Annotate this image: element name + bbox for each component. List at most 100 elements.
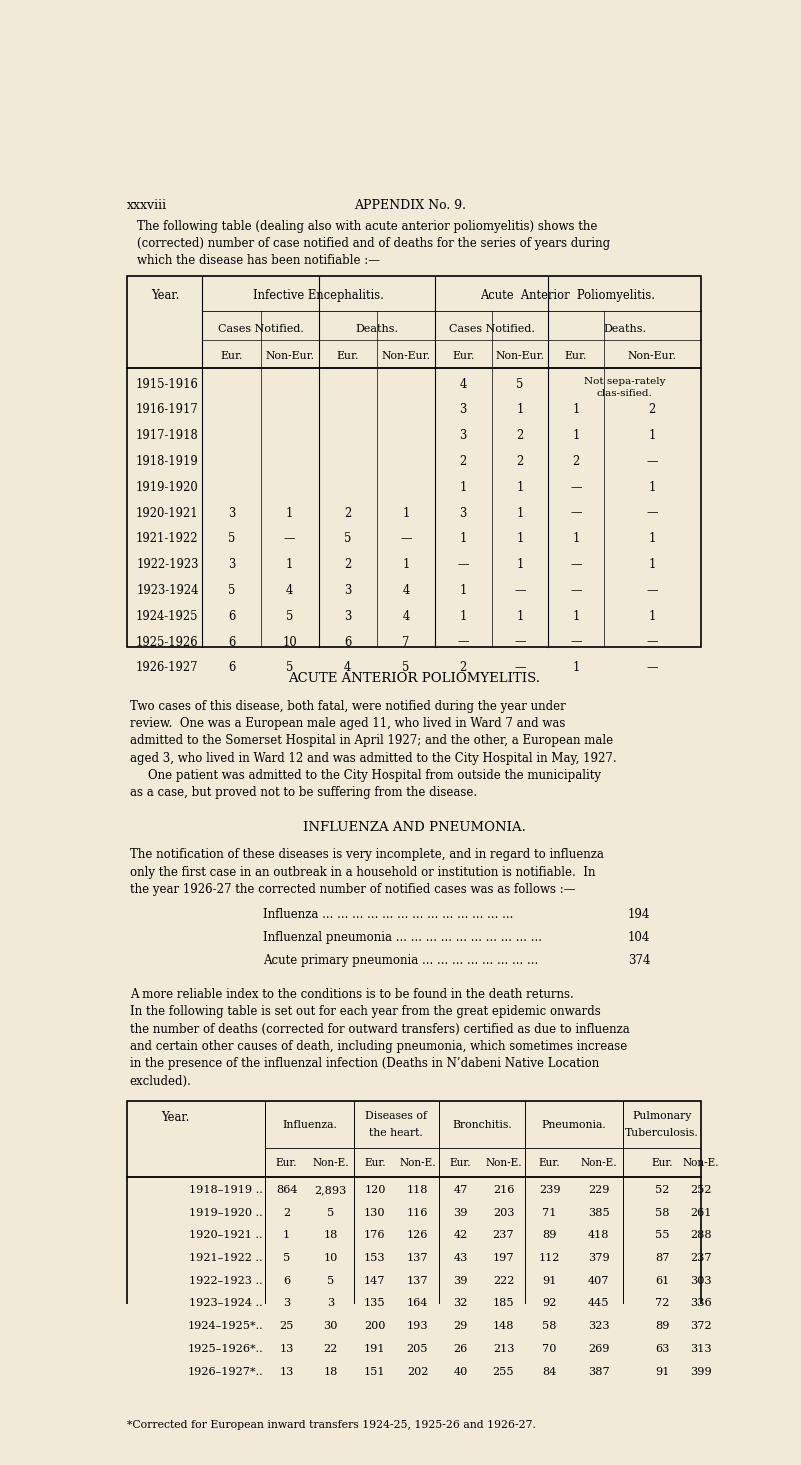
Text: INFLUENZA AND PNEUMONIA.: INFLUENZA AND PNEUMONIA. [303, 820, 525, 834]
Text: 42: 42 [453, 1231, 468, 1241]
Text: 153: 153 [364, 1253, 385, 1263]
Text: Eur.: Eur. [452, 352, 474, 360]
Text: 205: 205 [407, 1343, 429, 1354]
Text: 1916-1917: 1916-1917 [136, 403, 199, 416]
Text: Eur.: Eur. [539, 1159, 561, 1168]
Text: 43: 43 [453, 1253, 468, 1263]
Text: 1924-1925: 1924-1925 [136, 609, 199, 623]
Text: 89: 89 [542, 1231, 557, 1241]
Text: 1920–1921 ..: 1920–1921 .. [189, 1231, 263, 1241]
Text: 1915-1916: 1915-1916 [136, 378, 199, 391]
Text: 4: 4 [402, 609, 409, 623]
Text: 1921-1922: 1921-1922 [136, 532, 199, 545]
Text: 2,893: 2,893 [315, 1185, 347, 1195]
Text: 118: 118 [407, 1185, 429, 1195]
Text: 147: 147 [364, 1276, 385, 1286]
Text: Influenza.: Influenza. [282, 1119, 336, 1130]
Text: 5: 5 [327, 1207, 334, 1217]
Text: 374: 374 [628, 954, 650, 967]
Text: 222: 222 [493, 1276, 514, 1286]
Text: Non-Eur.: Non-Eur. [628, 352, 677, 360]
Text: Two cases of this disease, both fatal, were notified during the year under: Two cases of this disease, both fatal, w… [130, 700, 566, 713]
Text: 7: 7 [402, 636, 409, 649]
Text: 1: 1 [572, 532, 580, 545]
Text: —: — [570, 636, 582, 649]
Text: Year.: Year. [151, 289, 179, 302]
Text: 32: 32 [453, 1298, 468, 1308]
Text: Non-E.: Non-E. [581, 1159, 617, 1168]
Text: clas­sified.: clas­sified. [597, 390, 652, 398]
Text: 387: 387 [588, 1367, 610, 1377]
Text: 1: 1 [460, 609, 467, 623]
Text: Acute  Anterior  Poliomyelitis.: Acute Anterior Poliomyelitis. [481, 289, 655, 302]
Text: Eur.: Eur. [220, 352, 243, 360]
Text: 239: 239 [539, 1185, 561, 1195]
Text: 379: 379 [588, 1253, 610, 1263]
Text: 213: 213 [493, 1343, 514, 1354]
Text: 1919–1920 ..: 1919–1920 .. [189, 1207, 263, 1217]
Text: 323: 323 [588, 1321, 610, 1332]
Text: 120: 120 [364, 1185, 385, 1195]
Text: Infective Encephalitis.: Infective Encephalitis. [253, 289, 384, 302]
Text: 89: 89 [654, 1321, 670, 1332]
Text: 70: 70 [542, 1343, 557, 1354]
Text: —: — [457, 636, 469, 649]
Text: 1922–1923 ..: 1922–1923 .. [189, 1276, 263, 1286]
Text: 5: 5 [516, 378, 524, 391]
Text: 52: 52 [654, 1185, 669, 1195]
Text: —: — [570, 481, 582, 494]
Text: 2: 2 [516, 456, 523, 467]
Text: 2: 2 [573, 456, 580, 467]
Text: 1924–1925*..: 1924–1925*.. [187, 1321, 263, 1332]
Text: One patient was admitted to the City Hospital from outside the municipality: One patient was admitted to the City Hos… [148, 769, 602, 782]
Text: 130: 130 [364, 1207, 385, 1217]
Text: Non-E.: Non-E. [485, 1159, 521, 1168]
Text: In the following table is set out for each year from the great epidemic onwards: In the following table is set out for ea… [130, 1005, 600, 1018]
Text: 261: 261 [690, 1207, 711, 1217]
Text: Eur.: Eur. [449, 1159, 471, 1168]
Text: Pulmonary: Pulmonary [632, 1112, 692, 1121]
Text: 5: 5 [283, 1253, 290, 1263]
Text: 55: 55 [654, 1231, 670, 1241]
Text: The notification of these diseases is very incomplete, and in regard to influenz: The notification of these diseases is ve… [130, 848, 603, 861]
Text: 216: 216 [493, 1185, 514, 1195]
Text: 5: 5 [327, 1276, 334, 1286]
Text: Non-E.: Non-E. [682, 1159, 719, 1168]
Text: 91: 91 [654, 1367, 669, 1377]
Text: 385: 385 [588, 1207, 610, 1217]
Text: —: — [457, 558, 469, 571]
Text: —: — [284, 532, 296, 545]
Text: 1: 1 [572, 609, 580, 623]
Text: 5: 5 [402, 661, 409, 674]
Text: 193: 193 [407, 1321, 429, 1332]
Text: —: — [570, 558, 582, 571]
Text: 58: 58 [654, 1207, 670, 1217]
Text: 1919-1920: 1919-1920 [136, 481, 199, 494]
Text: —: — [570, 507, 582, 520]
Text: 269: 269 [588, 1343, 610, 1354]
Text: 6: 6 [227, 661, 235, 674]
Text: 237: 237 [493, 1231, 514, 1241]
Text: Non-E.: Non-E. [399, 1159, 436, 1168]
Text: 13: 13 [280, 1367, 294, 1377]
Text: 1918-1919: 1918-1919 [136, 456, 199, 467]
Text: 5: 5 [227, 585, 235, 596]
Text: 4: 4 [286, 585, 293, 596]
Text: 418: 418 [588, 1231, 610, 1241]
Text: —: — [646, 507, 658, 520]
Text: 5: 5 [286, 609, 293, 623]
Text: as a case, but proved not to be suffering from the disease.: as a case, but proved not to be sufferin… [130, 787, 477, 800]
Text: Non-Eur.: Non-Eur. [495, 352, 545, 360]
Text: 148: 148 [493, 1321, 514, 1332]
Text: Pneumonia.: Pneumonia. [541, 1119, 606, 1130]
Text: 313: 313 [690, 1343, 711, 1354]
Text: —: — [646, 456, 658, 467]
Text: admitted to the Somerset Hospital in April 1927; and the other, a European male: admitted to the Somerset Hospital in Apr… [130, 734, 613, 747]
Text: 252: 252 [690, 1185, 711, 1195]
Text: 1917-1918: 1917-1918 [136, 429, 199, 442]
Text: 13: 13 [280, 1343, 294, 1354]
Text: the number of deaths (corrected for outward transfers) certified as due to influ: the number of deaths (corrected for outw… [130, 1023, 630, 1036]
Text: xxxviii: xxxviii [127, 199, 167, 212]
Text: 303: 303 [690, 1276, 711, 1286]
Text: 71: 71 [542, 1207, 557, 1217]
